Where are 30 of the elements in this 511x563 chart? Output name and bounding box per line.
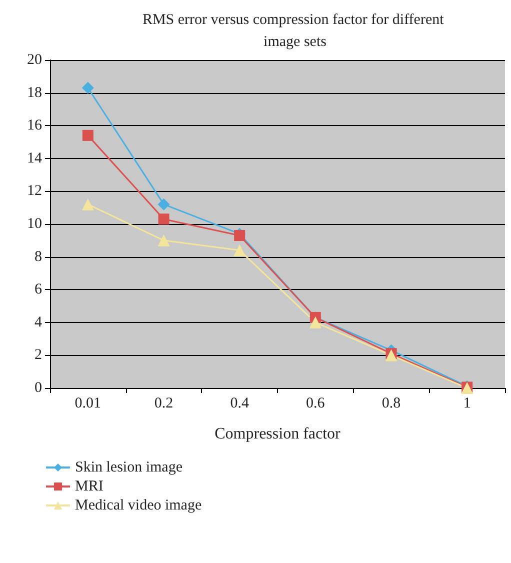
- y-tick-label: 14: [27, 150, 42, 166]
- point: [82, 198, 94, 210]
- point: [82, 82, 94, 94]
- point: [158, 214, 170, 225]
- y-tick-label: 12: [27, 183, 42, 200]
- point: [158, 234, 170, 246]
- y-tick-label: 0: [34, 380, 42, 396]
- point: [309, 316, 322, 328]
- chart-title: RMS error versus compression factor for different image sets: [142, 12, 448, 50]
- y-tick-label: 8: [34, 248, 42, 265]
- point: [158, 198, 170, 210]
- point: [82, 130, 94, 141]
- y-tick-label: 16: [27, 118, 42, 134]
- x-tick-label: 0.2: [154, 396, 174, 412]
- y-tick-label: 6: [34, 282, 42, 298]
- y-tick-label: 20: [27, 52, 42, 68]
- y-tick-label: 2: [34, 347, 42, 364]
- y-tick-label: 4: [34, 314, 42, 330]
- x-tick-label: 0.4: [230, 396, 250, 412]
- x-axis-title: Compression factor: [214, 426, 342, 442]
- x-tick-label: 1: [463, 396, 471, 412]
- point: [234, 244, 246, 256]
- x-tick-label: 0.8: [382, 396, 401, 412]
- legend-label: Medical video image: [75, 498, 202, 514]
- y-tick-label: 10: [27, 216, 42, 232]
- x-tick-label: 0.01: [74, 396, 102, 412]
- legend-label: MRI: [75, 478, 104, 494]
- y-tick-label: 18: [27, 84, 42, 101]
- x-tick-label: 0.6: [306, 396, 326, 412]
- legend-label: Skin lesion image: [75, 460, 183, 476]
